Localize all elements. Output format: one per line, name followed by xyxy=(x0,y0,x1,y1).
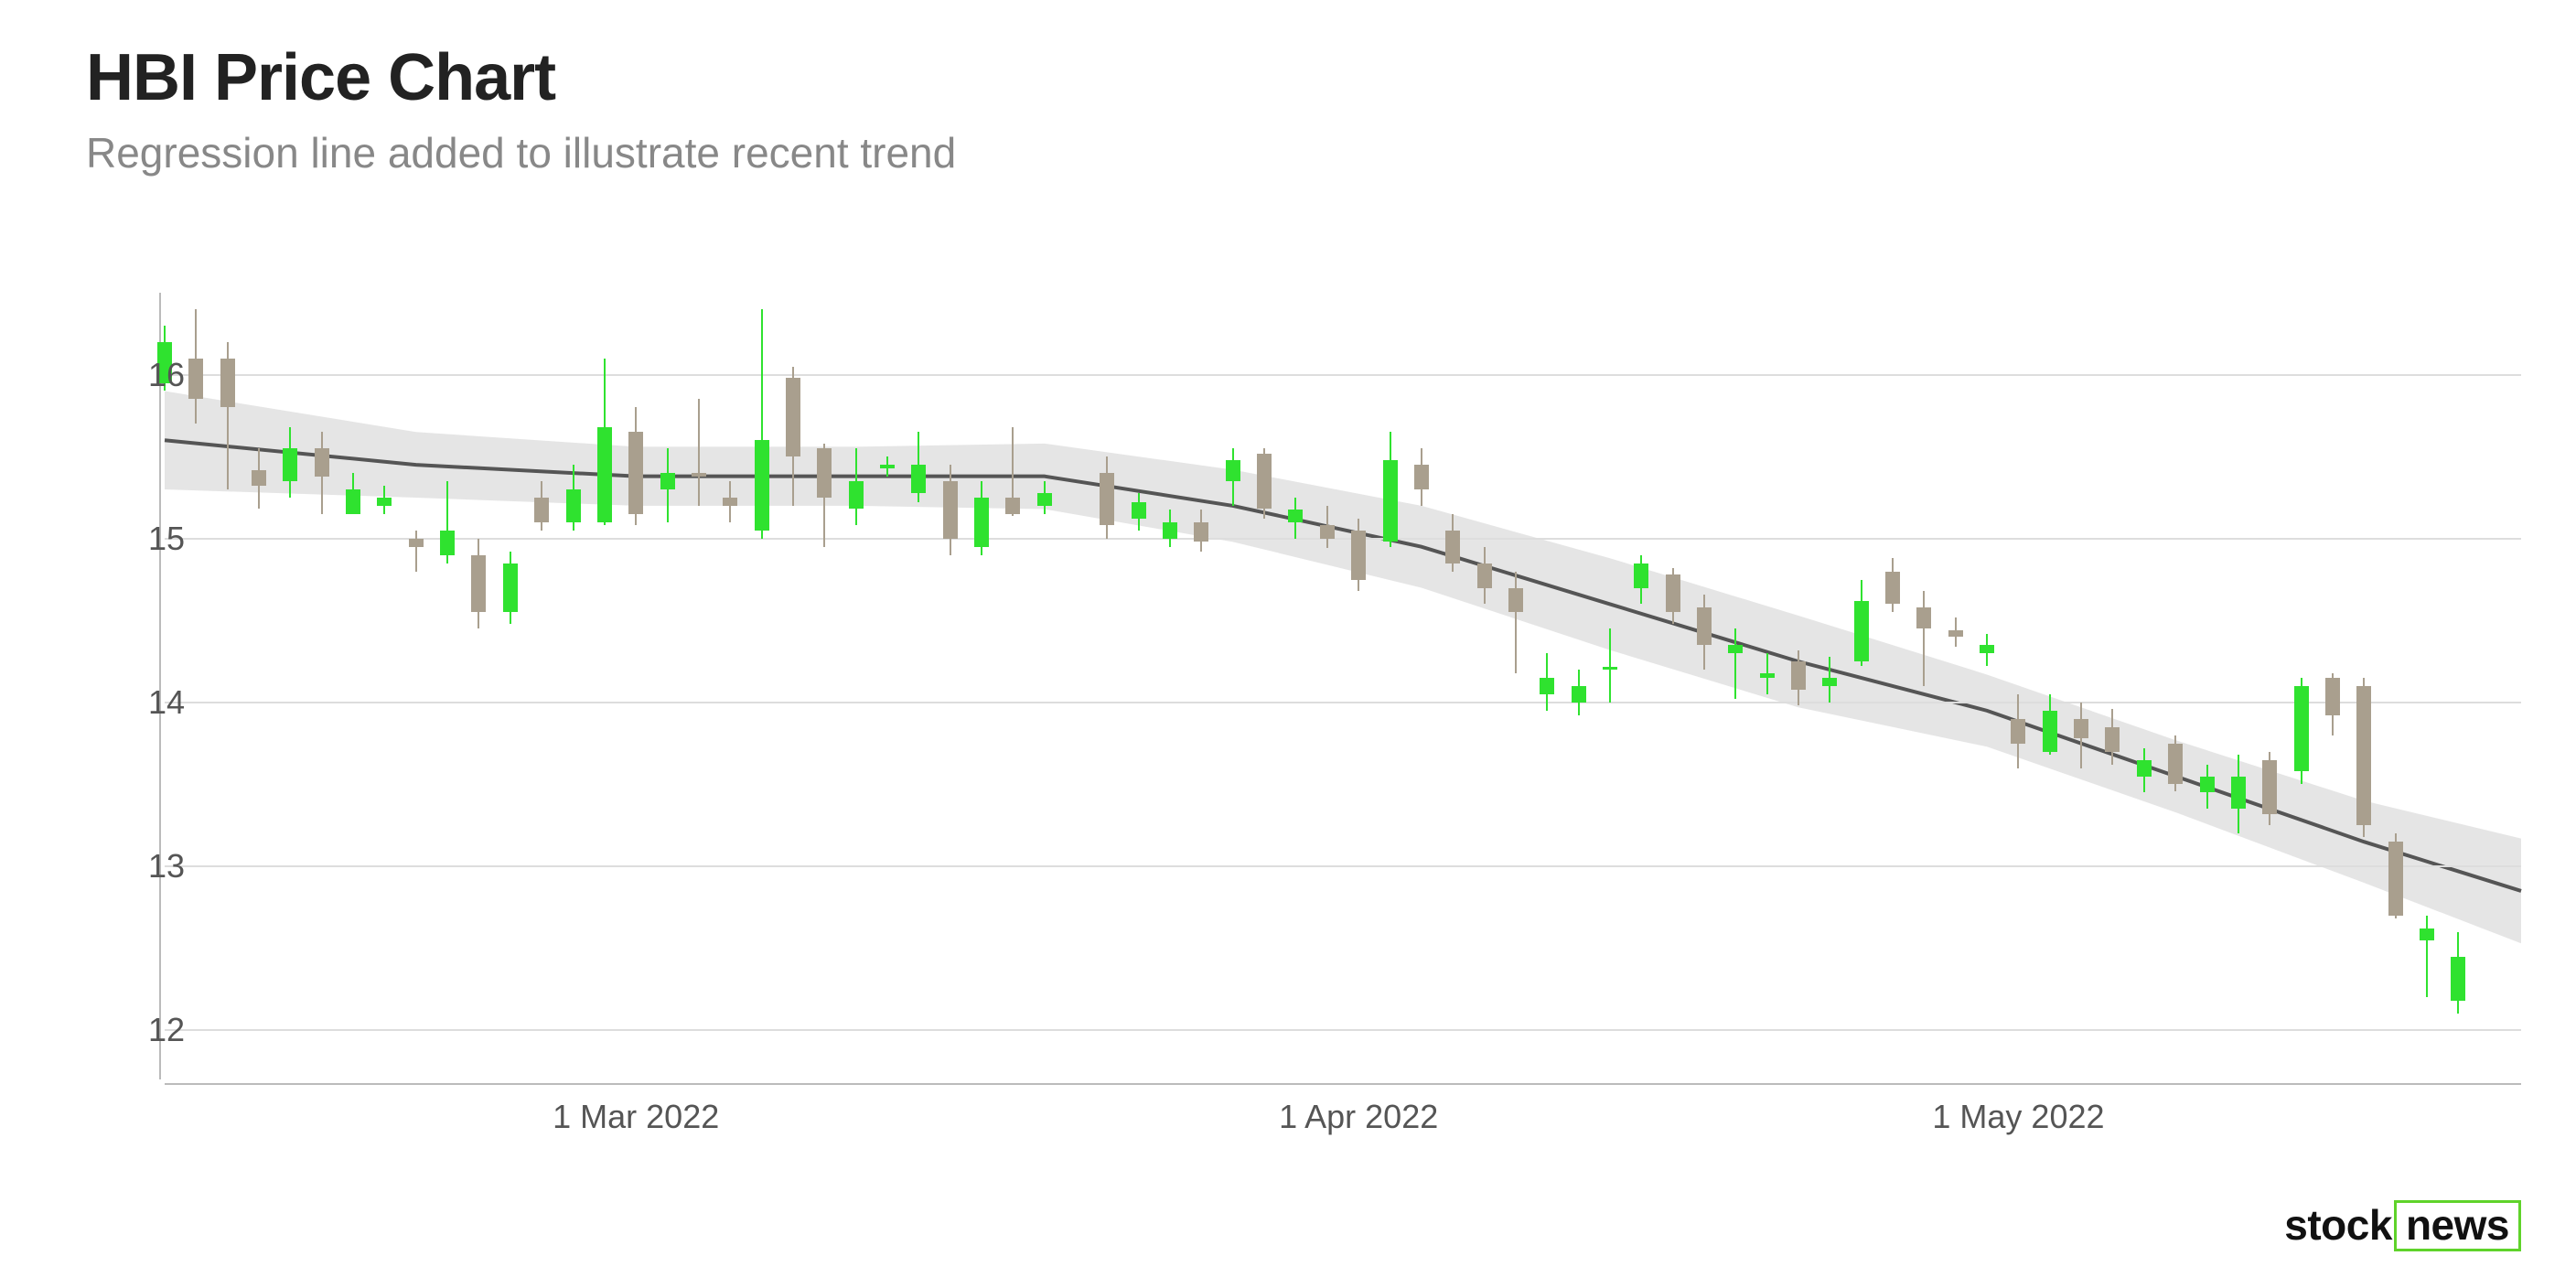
candle-up xyxy=(1540,678,1554,694)
gridline xyxy=(165,702,2521,703)
candle-down xyxy=(1697,607,1712,645)
candle-up xyxy=(2043,711,2057,752)
candle-down xyxy=(2356,686,2371,825)
candle-down xyxy=(2074,719,2088,739)
y-tick-label: 16 xyxy=(148,356,185,394)
candle-up xyxy=(283,448,297,481)
candle-down xyxy=(534,498,549,522)
candle-up xyxy=(1037,493,1052,506)
candle-down xyxy=(1508,588,1523,613)
stocknews-logo: stocknews xyxy=(2284,1200,2521,1251)
candle-up xyxy=(849,481,864,509)
candle-down xyxy=(2011,719,2025,744)
chart-title: HBI Price Chart xyxy=(86,40,555,115)
candle-down xyxy=(1100,473,1114,525)
candle-down xyxy=(315,448,329,476)
candle-down xyxy=(471,555,486,613)
candle-down xyxy=(1477,564,1492,588)
price-chart xyxy=(165,293,2521,1079)
candle-down xyxy=(943,481,958,539)
candle-down xyxy=(1948,630,1963,637)
candle-up xyxy=(1163,522,1177,539)
candle-down xyxy=(1257,454,1272,510)
candle-down xyxy=(1320,525,1335,538)
candle-down xyxy=(2388,842,2403,916)
logo-text-left: stock xyxy=(2284,1201,2392,1249)
gridline xyxy=(165,538,2521,540)
x-tick-label: 1 Apr 2022 xyxy=(1279,1098,1438,1136)
x-axis-line xyxy=(165,1083,2521,1085)
candle-down xyxy=(2168,744,2183,785)
candle-down xyxy=(252,470,266,487)
candle-down xyxy=(1414,465,1429,489)
y-tick-label: 13 xyxy=(148,847,185,886)
candle-down xyxy=(723,498,737,506)
candle-down xyxy=(1005,498,1020,514)
candle-up xyxy=(1634,564,1648,588)
candle-up xyxy=(755,440,769,531)
candle-up xyxy=(2451,957,2465,1001)
candle-down xyxy=(1194,522,1208,542)
candle-down xyxy=(1916,607,1931,628)
candle-up xyxy=(1980,645,1994,653)
candle-up xyxy=(1572,686,1586,703)
candle-down xyxy=(1666,574,1680,612)
candle-down xyxy=(692,473,706,477)
candle-wick xyxy=(1515,572,1517,673)
candle-down xyxy=(188,359,203,400)
candle-up xyxy=(1288,510,1303,522)
regression-band xyxy=(165,392,2521,944)
candle-up xyxy=(1728,645,1743,653)
candle-up xyxy=(974,498,989,547)
candle-up xyxy=(2294,686,2309,771)
candle-down xyxy=(2262,760,2277,814)
candle-down xyxy=(786,378,800,456)
candle-up xyxy=(566,489,581,522)
candle-up xyxy=(1226,460,1240,481)
candle-wick xyxy=(415,531,417,572)
x-tick-label: 1 May 2022 xyxy=(1932,1098,2104,1136)
candle-up xyxy=(2420,928,2434,940)
candle-up xyxy=(346,489,360,514)
candle-up xyxy=(1854,601,1869,661)
candle-up xyxy=(503,564,518,613)
candle-up xyxy=(1760,673,1775,678)
candle-up xyxy=(880,465,895,468)
candle-up xyxy=(2137,760,2152,777)
candle-up xyxy=(1383,460,1398,542)
candle-down xyxy=(409,539,424,547)
regression-overlay xyxy=(165,293,2521,1079)
candle-wick xyxy=(698,399,700,505)
gridline xyxy=(165,1029,2521,1031)
candle-wick xyxy=(1923,591,1925,686)
candle-down xyxy=(1351,531,1366,580)
candle-up xyxy=(2231,777,2246,810)
candle-down xyxy=(220,359,235,408)
candle-wick xyxy=(1734,628,1736,699)
candle-up xyxy=(660,473,675,489)
gridline xyxy=(165,865,2521,867)
candle-up xyxy=(1822,678,1837,686)
candle-down xyxy=(2105,727,2120,752)
y-tick-label: 15 xyxy=(148,520,185,558)
x-tick-label: 1 Mar 2022 xyxy=(553,1098,719,1136)
candle-up xyxy=(377,498,392,506)
gridline xyxy=(165,374,2521,376)
candle-up xyxy=(2200,777,2215,793)
candle-up xyxy=(1132,502,1146,519)
candle-down xyxy=(2325,678,2340,715)
chart-subtitle: Regression line added to illustrate rece… xyxy=(86,128,956,177)
candle-up xyxy=(440,531,455,555)
y-tick-label: 12 xyxy=(148,1011,185,1049)
logo-text-right: news xyxy=(2394,1200,2521,1251)
candle-up xyxy=(911,465,926,492)
candle-down xyxy=(1791,661,1806,689)
candle-up xyxy=(597,427,612,522)
candle-down xyxy=(628,432,643,514)
candle-down xyxy=(817,448,832,498)
candle-down xyxy=(1445,531,1460,564)
y-tick-label: 14 xyxy=(148,683,185,722)
candle-down xyxy=(1885,572,1900,605)
candle-up xyxy=(1603,667,1617,671)
